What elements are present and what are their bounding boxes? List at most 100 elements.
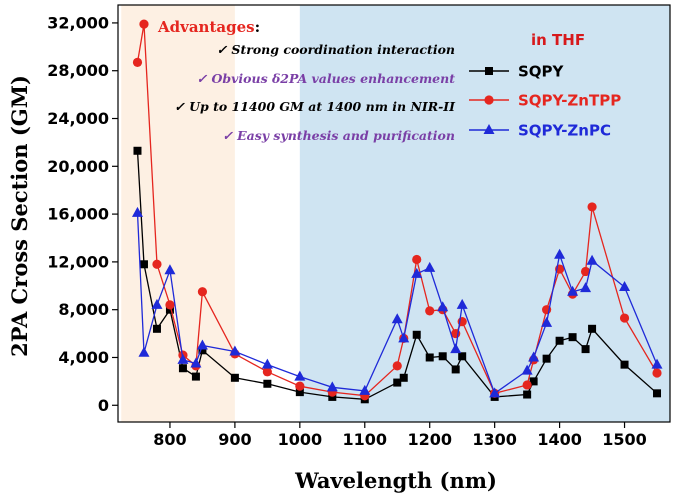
data-point bbox=[359, 384, 371, 395]
advantage-item: ✓ Obvious δ2PA values enhancement bbox=[197, 71, 456, 86]
series-sqpy bbox=[133, 146, 662, 404]
advantages-block: Advantages: ✓ Strong coordination intera… bbox=[157, 18, 456, 143]
y-axis-title: 2PA Cross Section (GM) bbox=[7, 75, 32, 357]
data-point bbox=[620, 360, 629, 369]
y-tick-label: 4,000 bbox=[58, 348, 109, 367]
shaded-regions bbox=[121, 5, 670, 422]
legend-entries: SQPY SQPY-ZnTPP SQPY-ZnPC bbox=[469, 63, 621, 140]
data-point bbox=[262, 367, 272, 377]
x-tick-label: 1100 bbox=[343, 430, 388, 449]
data-point bbox=[521, 364, 533, 375]
x-axis-title: Wavelength (nm) bbox=[294, 468, 497, 493]
data-point bbox=[328, 392, 337, 401]
legend-marker bbox=[483, 124, 495, 134]
x-tick-label: 1000 bbox=[278, 430, 323, 449]
advantages-label: Advantages bbox=[157, 18, 255, 36]
y-tick-label: 32,000 bbox=[47, 13, 109, 32]
y-tick-label: 0 bbox=[98, 396, 109, 415]
data-point bbox=[424, 261, 436, 272]
data-point bbox=[138, 346, 150, 357]
data-point bbox=[261, 358, 273, 369]
x-tick-label: 1500 bbox=[602, 430, 647, 449]
advantage-item: ✓ Strong coordination interaction bbox=[217, 42, 455, 57]
series-sqpy-znpc bbox=[131, 206, 663, 398]
data-point bbox=[326, 381, 338, 392]
data-point bbox=[456, 298, 468, 309]
data-point bbox=[586, 254, 598, 265]
x-tick-label: 900 bbox=[218, 430, 251, 449]
data-point bbox=[294, 370, 306, 381]
data-point bbox=[438, 352, 447, 361]
data-point bbox=[230, 373, 239, 382]
legend-label: SQPY bbox=[518, 63, 565, 81]
data-point bbox=[412, 330, 421, 339]
data-point bbox=[412, 254, 422, 265]
data-point bbox=[523, 390, 532, 399]
data-point bbox=[588, 324, 597, 333]
y-tick-label: 20,000 bbox=[47, 157, 109, 176]
legend-marker bbox=[485, 67, 493, 75]
data-point bbox=[131, 206, 143, 217]
legend-label: SQPY-ZnPC bbox=[518, 122, 611, 140]
data-point bbox=[554, 248, 566, 259]
y-tick-label: 16,000 bbox=[47, 205, 109, 224]
data-point bbox=[263, 379, 272, 388]
legend-entry: SQPY-ZnTPP bbox=[469, 92, 621, 110]
data-point bbox=[542, 354, 551, 363]
y-tick-label: 28,000 bbox=[47, 61, 109, 80]
data-point bbox=[177, 353, 189, 364]
shaded-region bbox=[299, 5, 670, 422]
x-tick-label: 1200 bbox=[407, 430, 452, 449]
data-point bbox=[197, 287, 208, 297]
data-point bbox=[580, 282, 592, 293]
data-point bbox=[437, 301, 449, 312]
y-tick-label: 12,000 bbox=[47, 252, 109, 271]
data-point bbox=[451, 365, 460, 374]
data-point bbox=[393, 378, 402, 387]
data-point bbox=[555, 336, 564, 345]
data-point bbox=[458, 352, 467, 361]
data-point bbox=[425, 353, 434, 362]
data-point bbox=[587, 202, 597, 212]
data-point bbox=[198, 346, 207, 355]
legend-marker bbox=[484, 95, 494, 105]
advantages-heading: Advantages: bbox=[157, 18, 260, 36]
data-point bbox=[191, 372, 200, 381]
data-point bbox=[425, 306, 435, 316]
x-tick-label: 1300 bbox=[472, 430, 517, 449]
data-point bbox=[152, 259, 162, 269]
data-point bbox=[399, 373, 408, 382]
data-point bbox=[581, 345, 590, 354]
data-point bbox=[522, 380, 532, 390]
data-point bbox=[139, 19, 149, 29]
y-tick-label: 24,000 bbox=[47, 109, 109, 128]
data-point bbox=[229, 345, 241, 356]
data-point bbox=[652, 368, 662, 378]
legend-title: in THF bbox=[531, 31, 585, 49]
data-point bbox=[165, 300, 175, 310]
legend-label: SQPY-ZnTPP bbox=[518, 92, 621, 110]
data-point bbox=[295, 388, 304, 397]
data-point bbox=[619, 280, 631, 291]
data-point bbox=[392, 361, 402, 371]
y-tick-label: 8,000 bbox=[58, 300, 109, 319]
x-tick-label: 800 bbox=[153, 430, 186, 449]
data-point bbox=[152, 324, 161, 333]
legend-entry: SQPY-ZnPC bbox=[469, 122, 611, 140]
advantages-colon: : bbox=[255, 18, 261, 36]
data-point bbox=[411, 267, 423, 278]
data-point bbox=[489, 387, 501, 398]
x-axis-ticks: 800 900 1000 1100 1200 1300 1400 1500 bbox=[153, 422, 647, 449]
series-layer bbox=[131, 19, 663, 404]
data-point bbox=[651, 358, 663, 369]
legend: in THF SQPY SQPY-ZnTPP SQPY-ZnPC bbox=[469, 31, 621, 140]
data-point bbox=[398, 332, 410, 343]
data-point bbox=[178, 364, 187, 373]
data-point bbox=[133, 146, 142, 155]
data-point bbox=[653, 389, 662, 398]
data-point bbox=[619, 313, 630, 323]
data-point bbox=[196, 339, 208, 350]
data-point bbox=[528, 351, 540, 362]
data-point bbox=[164, 264, 176, 275]
